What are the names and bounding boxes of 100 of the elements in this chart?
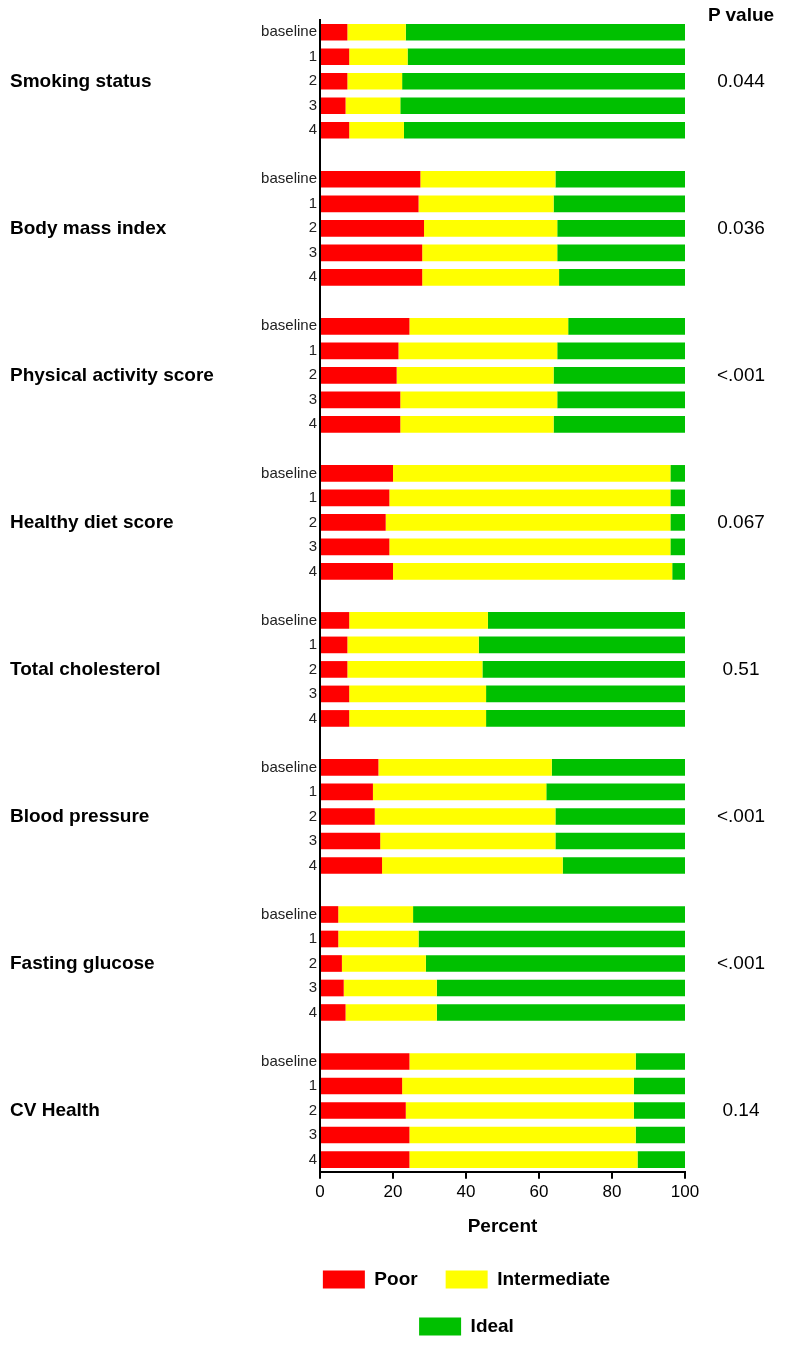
bar: [321, 97, 346, 115]
bar: [405, 23, 685, 41]
bar: [321, 661, 348, 678]
bar: [424, 219, 558, 237]
y-tick-label: 2: [308, 659, 317, 677]
bar: [321, 244, 423, 262]
y-tick-label: baseline: [261, 22, 317, 40]
text: 0.036: [717, 216, 765, 238]
bar: [321, 23, 348, 41]
bar: [321, 318, 410, 335]
bar: [321, 979, 344, 997]
bar: [321, 391, 401, 409]
x-tick-label: 20: [383, 1181, 403, 1201]
bar: [343, 979, 437, 997]
y-tick-label: baseline: [261, 169, 317, 187]
bar: [321, 342, 399, 360]
x-axis-title: Percent: [467, 1214, 539, 1236]
y-tick-label: 3: [308, 95, 317, 113]
y-tick-label: 1: [308, 1076, 317, 1094]
bar: [396, 367, 554, 384]
bar: [374, 808, 556, 825]
y-tick-label: baseline: [261, 316, 317, 334]
bar: [321, 1077, 403, 1095]
bar: [321, 906, 339, 923]
y-tick-label: 3: [308, 978, 317, 996]
bar: [321, 514, 386, 531]
bar: [380, 832, 556, 850]
y-tick-label: 3: [308, 831, 317, 849]
text: Body mass index: [10, 216, 167, 238]
bar: [670, 465, 685, 482]
bar: [321, 416, 401, 433]
bar: [321, 121, 350, 139]
y-tick-label: baseline: [261, 757, 317, 775]
bar: [409, 1126, 636, 1144]
bar: [557, 244, 685, 262]
text: 0.14: [722, 1098, 760, 1120]
legend-label: Poor: [374, 1267, 419, 1289]
bar: [487, 612, 685, 629]
y-tick-label: 1: [308, 340, 317, 358]
y-tick-label: 2: [308, 1100, 317, 1118]
y-tick-label: 1: [308, 635, 317, 653]
text: CV Health: [10, 1098, 100, 1120]
bar: [633, 1102, 685, 1119]
y-tick-label: 2: [308, 218, 317, 236]
y-tick-label: 3: [308, 389, 317, 407]
y-tick-label: baseline: [261, 463, 317, 481]
bar: [420, 170, 556, 188]
y-tick-label: 2: [308, 806, 317, 824]
bar: [418, 930, 685, 948]
y-tick-label: 3: [308, 684, 317, 702]
bar: [478, 636, 685, 654]
y-tick-label: baseline: [261, 904, 317, 922]
bar: [546, 783, 685, 801]
bar: [321, 612, 350, 629]
bar: [436, 1004, 685, 1021]
bar: [405, 1102, 634, 1119]
y-tick-label: 2: [308, 512, 317, 530]
text: <.001: [716, 951, 766, 973]
bar: [553, 195, 685, 213]
x-tick-label: 60: [529, 1181, 549, 1201]
x-tick-label: 100: [670, 1181, 700, 1201]
bar: [436, 979, 685, 997]
bar: [347, 23, 406, 41]
bar: [400, 391, 558, 409]
bar: [321, 465, 393, 482]
text: 0.067: [717, 510, 765, 532]
text: <.001: [716, 804, 766, 826]
bar: [389, 538, 671, 556]
x-tick-label: 0: [315, 1181, 325, 1201]
bar: [422, 244, 558, 262]
bar: [555, 832, 685, 850]
text: 0.044: [717, 69, 766, 91]
bar: [349, 612, 488, 629]
y-tick-label: 1: [308, 488, 317, 506]
y-tick-label: 4: [308, 120, 317, 138]
y-tick-label: 2: [308, 71, 317, 89]
bar: [393, 465, 671, 482]
bar: [345, 97, 401, 115]
bar: [555, 808, 685, 825]
y-tick-label: 1: [308, 929, 317, 947]
bar: [321, 48, 350, 66]
legend-label: Intermediate: [497, 1267, 611, 1289]
bar: [557, 342, 685, 360]
bar: [385, 514, 671, 531]
bar: [321, 759, 379, 776]
y-tick-label: 3: [308, 537, 317, 555]
x-tick-label: 40: [456, 1181, 476, 1201]
bar: [670, 514, 685, 531]
bar: [559, 268, 685, 286]
bar: [670, 489, 685, 507]
bar: [321, 1004, 346, 1021]
y-tick-label: 2: [308, 365, 317, 383]
text: Blood pressure: [10, 804, 150, 826]
bar: [345, 1004, 437, 1021]
bar: [407, 48, 685, 66]
y-tick-label: 4: [308, 1002, 317, 1020]
bar: [409, 1151, 638, 1168]
y-tick-label: 4: [308, 561, 317, 579]
bar: [670, 538, 685, 556]
bar: [321, 489, 390, 507]
